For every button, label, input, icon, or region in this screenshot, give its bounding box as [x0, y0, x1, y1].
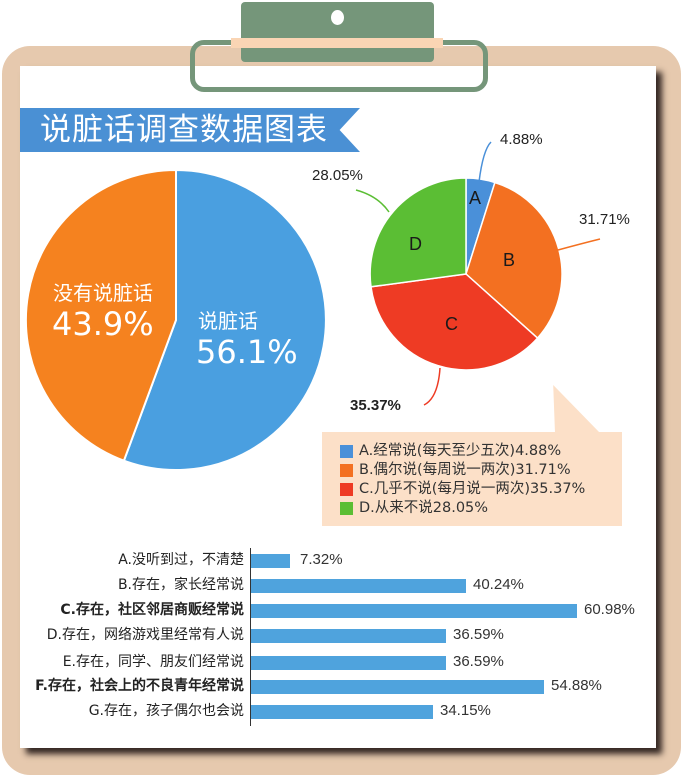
legend-item-b: B.偶尔说(每周说一两次)31.71% — [340, 461, 585, 480]
bar-row-c: C.存在，社区邻居商贩经常说 60.98% — [0, 598, 684, 622]
small-pie — [369, 177, 563, 371]
big-pie-slice-say — [122, 168, 327, 471]
bar-value-f: 54.88% — [551, 677, 602, 694]
pct-label-d: 28.05% — [312, 167, 363, 184]
legend: A.经常说(每天至少五次)4.88% B.偶尔说(每周说一两次)31.71% C… — [340, 442, 585, 518]
pct-label-c: 35.37% — [350, 397, 401, 414]
slice-letter-a: A — [469, 188, 482, 208]
slice-letter-c: C — [445, 314, 458, 334]
bar-row-d: D.存在，网络游戏里经常有人说 36.59% — [0, 623, 684, 647]
slice-letter-b: B — [503, 250, 516, 270]
bar-e — [251, 656, 446, 670]
bar-value-e: 36.59% — [453, 653, 504, 670]
big-pie-pct-say: 56.1% — [196, 333, 298, 371]
big-pie-label-say: 说脏话 — [198, 309, 258, 333]
legend-text-d: D.从来不说28.05% — [359, 500, 489, 516]
small-pie-slice-b — [465, 181, 563, 340]
bar-row-e: E.存在，同学、朋友们经常说 36.59% — [0, 650, 684, 674]
leader-line-c — [423, 367, 441, 406]
big-pie — [24, 168, 327, 471]
title-banner — [20, 108, 360, 152]
bar-b — [251, 579, 466, 593]
bar-value-g: 34.15% — [440, 702, 491, 719]
bar-value-d: 36.59% — [453, 626, 504, 643]
bar-value-c: 60.98% — [584, 601, 635, 618]
bar-value-b: 40.24% — [473, 576, 524, 593]
bar-f — [251, 680, 544, 694]
legend-text-b: B.偶尔说(每周说一两次)31.71% — [359, 462, 571, 478]
bar-row-g: G.存在，孩子偶尔也会说 34.15% — [0, 699, 684, 723]
clip-hole — [331, 10, 344, 25]
small-pie-slice-d — [369, 177, 467, 288]
slice-letter-d: D — [409, 234, 422, 254]
legend-item-a: A.经常说(每天至少五次)4.88% — [340, 442, 585, 461]
bar-label-g: G.存在，孩子偶尔也会说 — [88, 703, 244, 719]
legend-swatch-b — [340, 464, 353, 477]
leader-line-d — [355, 189, 390, 213]
legend-text-c: C.几乎不说(每月说一两次)35.37% — [359, 481, 586, 497]
bar-a — [251, 554, 290, 568]
bar-label-d: D.存在，网络游戏里经常有人说 — [46, 627, 244, 643]
legend-swatch-c — [340, 483, 353, 496]
bar-label-e: E.存在，同学、朋友们经常说 — [62, 654, 244, 670]
pct-label-b: 31.71% — [579, 211, 630, 228]
legend-box — [322, 432, 622, 526]
legend-item-d: D.从来不说28.05% — [340, 499, 585, 518]
bar-g — [251, 705, 433, 719]
pct-label-a: 4.88% — [500, 131, 543, 148]
bar-chart-axis — [250, 548, 251, 726]
bar-value-a: 7.32% — [300, 551, 343, 568]
legend-swatch-a — [340, 445, 353, 458]
bar-label-c: C.存在，社区邻居商贩经常说 — [60, 602, 244, 618]
big-pie-slice-not-say — [24, 168, 177, 462]
page-title: 说脏话调查数据图表 — [40, 112, 328, 148]
leader-line-b — [557, 238, 601, 251]
bar-c — [251, 604, 577, 618]
bar-row-b: B.存在，家长经常说 40.24% — [0, 573, 684, 597]
legend-text-a: A.经常说(每天至少五次)4.88% — [359, 443, 562, 459]
big-pie-label-not-say: 没有说脏话 — [53, 281, 153, 305]
bar-row-a: A.没听到过，不清楚 7.32% — [0, 548, 684, 572]
big-pie-pct-not-say: 43.9% — [52, 305, 154, 343]
bar-label-f: F.存在，社会上的不良青年经常说 — [35, 678, 244, 694]
legend-item-c: C.几乎不说(每月说一两次)35.37% — [340, 480, 585, 499]
clip-band — [231, 38, 443, 48]
bar-d — [251, 629, 446, 643]
bar-row-f: F.存在，社会上的不良青年经常说 54.88% — [0, 674, 684, 698]
bar-label-a: A.没听到过，不清楚 — [118, 552, 244, 568]
bar-label-b: B.存在，家长经常说 — [117, 577, 244, 593]
leader-line-a — [478, 141, 492, 183]
legend-swatch-d — [340, 502, 353, 515]
small-pie-slice-c — [370, 273, 539, 371]
